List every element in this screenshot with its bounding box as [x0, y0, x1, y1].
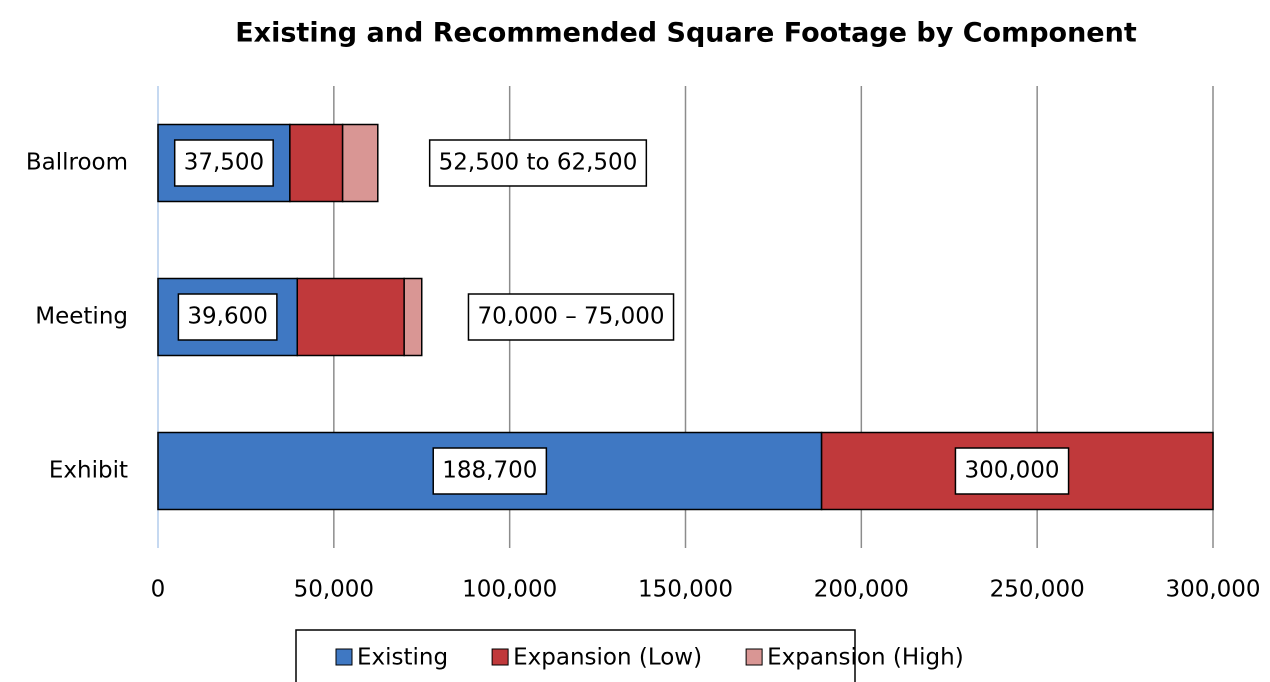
data-label: 70,000 – 75,000 — [477, 304, 664, 330]
legend-swatch — [335, 648, 353, 666]
legend-label: Expansion (Low) — [513, 645, 702, 671]
legend: Existing Expansion (Low) Expansion (High) — [295, 629, 964, 682]
data-label: 39,600 — [187, 304, 267, 330]
x-tick-label: 250,000 — [990, 577, 1085, 603]
bar — [341, 123, 379, 203]
x-tick-label: 50,000 — [294, 577, 374, 603]
x-tick-label: 200,000 — [814, 577, 909, 603]
y-tick-label: Meeting — [35, 304, 128, 330]
label-box-frame — [428, 139, 648, 187]
label-box-frame — [432, 447, 548, 495]
chart-title: Existing and Recommended Square Footage … — [235, 18, 1137, 49]
label-box-frame — [173, 139, 274, 187]
legend-swatch — [745, 648, 763, 666]
label-box-frame — [177, 293, 278, 341]
label-box: 37,500 — [173, 139, 274, 187]
data-label: 188,700 — [442, 458, 537, 484]
x-tick-label: 300,000 — [1165, 577, 1260, 603]
y-tick-label: Exhibit — [49, 458, 128, 484]
legend-swatch — [491, 648, 509, 666]
data-label: 37,500 — [184, 150, 264, 176]
bar — [289, 123, 344, 203]
x-tick-label: 150,000 — [638, 577, 733, 603]
label-box-frame — [954, 447, 1070, 495]
label-box: 70,000 – 75,000 — [467, 293, 675, 341]
bar — [403, 277, 423, 357]
x-tick-label: 100,000 — [462, 577, 557, 603]
data-label: 52,500 to 62,500 — [439, 150, 638, 176]
label-box: 300,000 — [954, 447, 1070, 495]
label-box-frame — [467, 293, 675, 341]
label-box: 39,600 — [177, 293, 278, 341]
bar — [296, 277, 405, 357]
legend-label: Expansion (High) — [767, 645, 964, 671]
data-label: 300,000 — [964, 458, 1059, 484]
label-box: 52,500 to 62,500 — [428, 139, 648, 187]
label-box: 188,700 — [432, 447, 548, 495]
x-tick-label: 0 — [151, 577, 166, 603]
legend-label: Existing — [357, 645, 448, 671]
y-tick-label: Ballroom — [26, 150, 128, 176]
